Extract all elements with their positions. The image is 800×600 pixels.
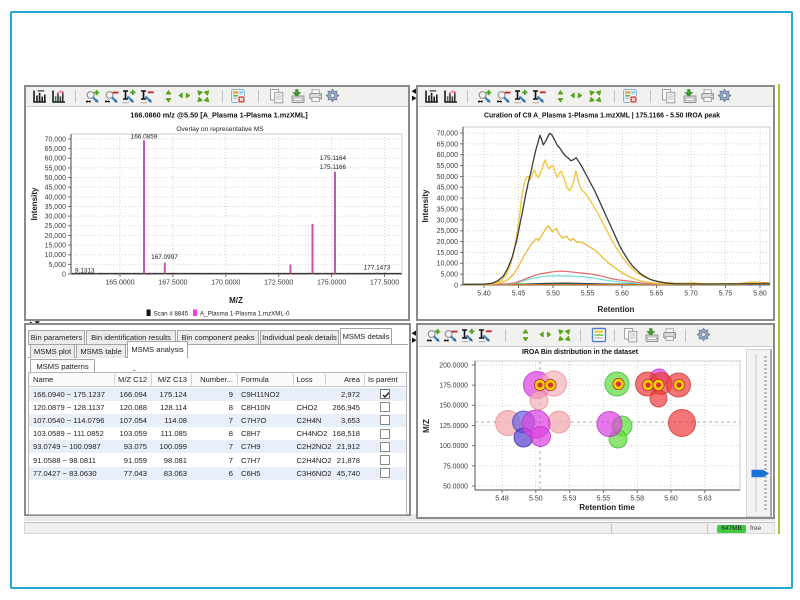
svg-text:150.0000: 150.0000 <box>439 403 468 410</box>
svg-text:5.50: 5.50 <box>529 496 543 503</box>
svg-text:5.58: 5.58 <box>630 496 644 503</box>
svg-text:65,000: 65,000 <box>437 141 459 148</box>
svg-text:20,000: 20,000 <box>437 239 459 246</box>
svg-text:40,000: 40,000 <box>45 194 67 201</box>
svg-text:5.53: 5.53 <box>563 496 577 503</box>
svg-text:175.1166: 175.1166 <box>320 164 347 171</box>
svg-text:70,000: 70,000 <box>45 136 67 143</box>
svg-text:177.5000: 177.5000 <box>370 280 399 287</box>
svg-text:5.45: 5.45 <box>512 291 526 298</box>
svg-text:175.0000: 175.0000 <box>439 383 468 390</box>
svg-text:170.0000: 170.0000 <box>211 280 240 287</box>
svg-text:Retention time: Retention time <box>579 503 635 512</box>
svg-text:125.0000: 125.0000 <box>439 423 468 430</box>
svg-text:9.1313: 9.1313 <box>75 268 95 275</box>
svg-text:0: 0 <box>62 271 66 278</box>
svg-text:10,000: 10,000 <box>437 261 459 268</box>
svg-text:70,000: 70,000 <box>437 130 459 137</box>
svg-text:5.40: 5.40 <box>477 291 491 298</box>
svg-text:55,000: 55,000 <box>437 163 459 170</box>
svg-text:0: 0 <box>454 282 458 289</box>
svg-text:A_Plasma 1-Plasma 1.mzXML-0: A_Plasma 1-Plasma 1.mzXML-0 <box>200 311 290 318</box>
svg-text:Intensity: Intensity <box>30 187 39 220</box>
svg-text:25,000: 25,000 <box>45 223 67 230</box>
svg-text:65,000: 65,000 <box>45 146 67 153</box>
svg-text:5.55: 5.55 <box>581 291 595 298</box>
svg-text:M/Z: M/Z <box>229 296 243 305</box>
svg-text:5.80: 5.80 <box>753 291 767 298</box>
svg-text:45,000: 45,000 <box>437 185 459 192</box>
svg-text:200.0000: 200.0000 <box>439 362 468 369</box>
svg-text:40,000: 40,000 <box>437 196 459 203</box>
svg-text:55,000: 55,000 <box>45 165 67 172</box>
svg-text:15,000: 15,000 <box>437 250 459 257</box>
svg-text:172.5000: 172.5000 <box>264 280 293 287</box>
svg-text:20,000: 20,000 <box>45 233 67 240</box>
svg-text:50,000: 50,000 <box>437 174 459 181</box>
svg-text:45,000: 45,000 <box>45 185 67 192</box>
svg-text:30,000: 30,000 <box>45 214 67 221</box>
svg-text:75.0000: 75.0000 <box>443 463 468 470</box>
svg-text:Retention: Retention <box>598 305 635 314</box>
svg-text:35,000: 35,000 <box>45 204 67 211</box>
svg-text:30,000: 30,000 <box>437 217 459 224</box>
svg-text:5.60: 5.60 <box>664 496 678 503</box>
svg-text:167.0997: 167.0997 <box>151 254 178 261</box>
svg-text:165.0000: 165.0000 <box>105 280 134 287</box>
svg-text:167.5000: 167.5000 <box>158 280 187 287</box>
svg-text:Curation of C9 A_Plasma 1-Plas: Curation of C9 A_Plasma 1-Plasma 1.mzXML… <box>484 113 720 120</box>
svg-text:166.0859: 166.0859 <box>131 134 158 141</box>
svg-text:166.0860 m/z @5.50 [A_Plasma 1: 166.0860 m/z @5.50 [A_Plasma 1-Plasma 1.… <box>130 111 308 120</box>
svg-text:35,000: 35,000 <box>437 206 459 213</box>
svg-text:5.63: 5.63 <box>698 496 712 503</box>
svg-text:5.75: 5.75 <box>719 291 733 298</box>
svg-text:Scan # 8845: Scan # 8845 <box>154 311 189 318</box>
svg-text:10,000: 10,000 <box>45 252 67 259</box>
svg-text:175.0000: 175.0000 <box>317 280 346 287</box>
svg-text:IROA Bin distribution in the d: IROA Bin distribution in the dataset <box>522 349 639 356</box>
svg-text:Overlay on representative MS: Overlay on representative MS <box>176 126 264 133</box>
svg-text:5,000: 5,000 <box>440 272 458 279</box>
svg-text:50.0000: 50.0000 <box>443 483 468 490</box>
svg-text:60,000: 60,000 <box>437 152 459 159</box>
svg-text:5.50: 5.50 <box>546 291 560 298</box>
svg-text:Intensity: Intensity <box>421 189 430 222</box>
svg-text:5.48: 5.48 <box>495 496 509 503</box>
svg-text:175.1164: 175.1164 <box>320 155 347 162</box>
svg-text:5.70: 5.70 <box>684 291 698 298</box>
svg-text:100.0000: 100.0000 <box>439 443 468 450</box>
svg-text:5,000: 5,000 <box>48 262 66 269</box>
svg-text:25,000: 25,000 <box>437 228 459 235</box>
svg-text:5.55: 5.55 <box>597 496 611 503</box>
svg-text:M/Z: M/Z <box>422 419 431 433</box>
svg-text:15,000: 15,000 <box>45 242 67 249</box>
svg-text:60,000: 60,000 <box>45 156 67 163</box>
svg-text:50,000: 50,000 <box>45 175 67 182</box>
svg-text:5.60: 5.60 <box>615 291 629 298</box>
svg-text:177.1473: 177.1473 <box>364 265 391 272</box>
svg-text:5.65: 5.65 <box>650 291 664 298</box>
